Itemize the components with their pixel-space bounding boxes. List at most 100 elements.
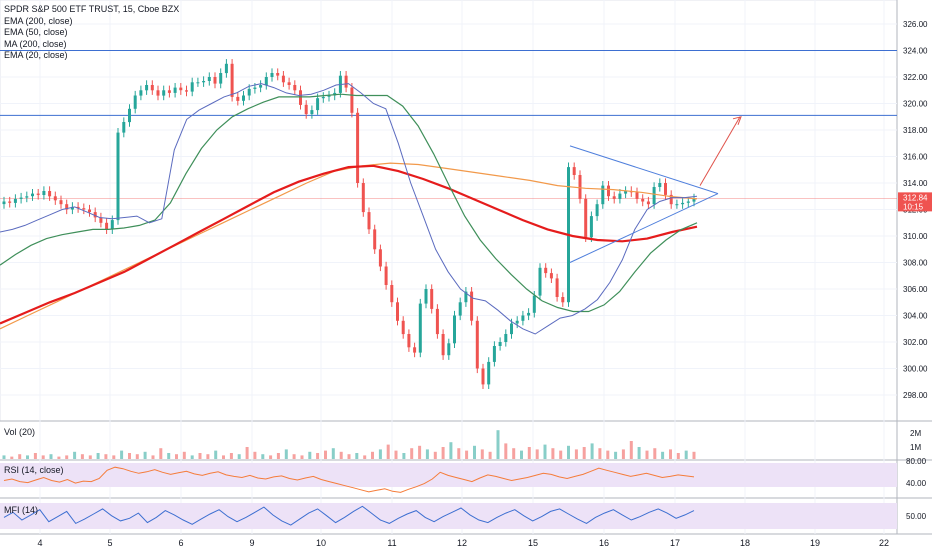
legend-ema50[interactable]: EMA (50, close) (4, 27, 68, 37)
candle-body[interactable] (25, 196, 29, 198)
candle-body[interactable] (538, 267, 542, 296)
candle-body[interactable] (213, 77, 217, 84)
mfi-pane-label[interactable]: MFI (14) (4, 505, 39, 515)
candle-body[interactable] (173, 87, 177, 93)
candle-body[interactable] (19, 197, 23, 199)
candle-body[interactable] (396, 302, 399, 321)
candle-body[interactable] (373, 229, 377, 250)
candle-body[interactable] (270, 73, 274, 77)
candle-body[interactable] (219, 73, 223, 84)
candle-body[interactable] (145, 85, 149, 91)
candle-body[interactable] (207, 77, 211, 81)
candle-body[interactable] (635, 192, 639, 199)
candle-body[interactable] (658, 183, 662, 187)
candle-body[interactable] (561, 297, 565, 303)
candle-body[interactable] (384, 266, 388, 286)
candle-body[interactable] (53, 196, 57, 201)
candle-body[interactable] (321, 96, 325, 99)
rsi-pane-label[interactable]: RSI (14, close) (4, 465, 64, 475)
candle-body[interactable] (607, 185, 610, 197)
candle-body[interactable] (242, 95, 245, 101)
candle-body[interactable] (361, 183, 365, 213)
candle-body[interactable] (618, 193, 622, 199)
candle-body[interactable] (93, 212, 97, 218)
candle-body[interactable] (128, 108, 131, 123)
candle-body[interactable] (549, 273, 553, 279)
candle-body[interactable] (424, 289, 428, 304)
candle-body[interactable] (589, 216, 593, 238)
candle-body[interactable] (13, 198, 17, 203)
candle-body[interactable] (350, 87, 354, 113)
candle-body[interactable] (367, 212, 371, 230)
candle-body[interactable] (686, 201, 690, 203)
candle-body[interactable] (430, 289, 434, 309)
candle-body[interactable] (88, 209, 91, 213)
candle-body[interactable] (31, 193, 34, 197)
candle-body[interactable] (464, 291, 468, 303)
candle-body[interactable] (510, 323, 513, 335)
candle-body[interactable] (162, 90, 166, 96)
candle-body[interactable] (122, 122, 126, 133)
candle-body[interactable] (59, 200, 63, 205)
candle-body[interactable] (572, 167, 576, 175)
candle-body[interactable] (190, 82, 194, 92)
candle-body[interactable] (356, 112, 360, 183)
candle-body[interactable] (595, 204, 599, 217)
candle-body[interactable] (230, 63, 234, 97)
candle-body[interactable] (2, 201, 6, 205)
candle-body[interactable] (36, 193, 40, 195)
candle-body[interactable] (692, 198, 696, 202)
candle-body[interactable] (669, 194, 673, 205)
candle-body[interactable] (441, 334, 445, 356)
candle-body[interactable] (675, 204, 679, 206)
candle-body[interactable] (105, 222, 109, 230)
candle-body[interactable] (515, 320, 519, 324)
legend-ma200[interactable]: MA (200, close) (4, 38, 67, 49)
candle-body[interactable] (247, 88, 251, 96)
candle-body[interactable] (99, 217, 103, 223)
candle-body[interactable] (612, 196, 616, 199)
volume-pane-label[interactable]: Vol (20) (4, 427, 36, 437)
candle-body[interactable] (378, 249, 382, 267)
candle-body[interactable] (652, 187, 656, 205)
candle-body[interactable] (532, 295, 536, 313)
candle-body[interactable] (492, 346, 496, 362)
candle-body[interactable] (470, 291, 474, 321)
candle-body[interactable] (544, 267, 548, 274)
candle-body[interactable] (646, 201, 650, 205)
candle-body[interactable] (42, 191, 46, 195)
candle-body[interactable] (521, 315, 525, 321)
candle-body[interactable] (293, 85, 297, 91)
candle-body[interactable] (624, 191, 628, 194)
candle-body[interactable] (407, 334, 411, 348)
candle-body[interactable] (641, 198, 645, 202)
candle-body[interactable] (344, 75, 348, 88)
candle-body[interactable] (555, 278, 559, 297)
candle-body[interactable] (133, 95, 137, 109)
candle-body[interactable] (259, 85, 263, 88)
candle-body[interactable] (299, 90, 302, 105)
candle-body[interactable] (435, 308, 439, 335)
candle-body[interactable] (327, 95, 331, 97)
candle-body[interactable] (156, 90, 160, 96)
candle-body[interactable] (110, 220, 114, 230)
candle-body[interactable] (185, 90, 188, 92)
candle-body[interactable] (167, 90, 171, 93)
candle-body[interactable] (48, 191, 52, 197)
candle-body[interactable] (202, 81, 206, 83)
candle-body[interactable] (390, 285, 394, 303)
candle-body[interactable] (304, 104, 308, 115)
legend-ema20[interactable]: EMA (20, close) (4, 50, 68, 60)
candle-body[interactable] (584, 198, 588, 238)
legend-title[interactable]: SPDR S&P 500 ETF TRUST, 15, Cboe BZX (4, 4, 180, 14)
candle-body[interactable] (310, 110, 314, 115)
candle-body[interactable] (150, 85, 154, 91)
candle-body[interactable] (281, 75, 285, 83)
candle-body[interactable] (458, 302, 462, 316)
candle-body[interactable] (76, 206, 80, 209)
candle-body[interactable] (276, 73, 280, 76)
candle-body[interactable] (179, 87, 183, 91)
candle-body[interactable] (578, 175, 582, 199)
candle-body[interactable] (316, 98, 320, 111)
candle-body[interactable] (8, 201, 12, 203)
